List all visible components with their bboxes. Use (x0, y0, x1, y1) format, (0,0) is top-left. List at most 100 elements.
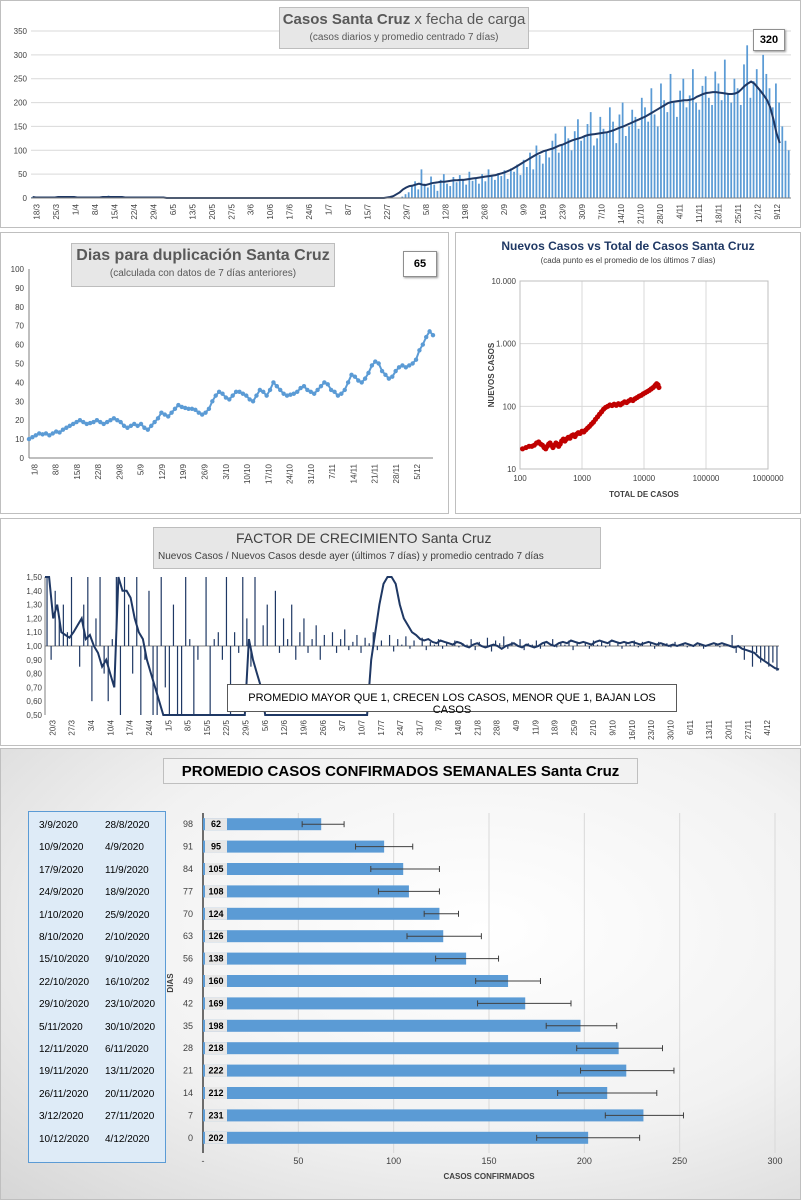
x-axis-label: CASOS CONFIRMADOS (443, 1172, 535, 1181)
value-label-bg (205, 1042, 227, 1055)
duplication-point (138, 421, 144, 427)
duplication-point (305, 387, 310, 393)
duplication-point (264, 393, 269, 398)
duplication-point (322, 380, 327, 385)
duplication-point (111, 416, 117, 421)
value-label-bg (205, 1064, 227, 1077)
daily-bar (768, 88, 771, 198)
growth-subtitle: Nuevos Casos / Nuevos Casos desde ayer (… (158, 551, 544, 562)
daily-bar (446, 183, 448, 198)
daily-bar (717, 83, 720, 198)
week-ranges-box: 3/9/2020 28/8/2020 10/9/2020 4/9/2020 17/9/2… (28, 811, 166, 1163)
week-start-date: 23/10/2020 (105, 999, 156, 1011)
x-tick-label: 17/6 (286, 203, 295, 219)
daily-bar (596, 138, 598, 198)
daily-bar (525, 166, 528, 198)
x-tick-label: 17/7 (377, 719, 386, 735)
duplication-point (135, 423, 140, 429)
duplication-point (420, 342, 426, 347)
daily-bar (787, 150, 790, 198)
duplication-subtitle: (calculada con datos de 7 días anteriore… (109, 268, 297, 279)
x-tick-label: 100 (513, 474, 527, 483)
duplication-point (427, 329, 432, 334)
growth-factor-chart: 0,50 0,60 0,70 0,80 0,90 1,00 1,10 1,20 1,30 1,40… (26, 573, 780, 740)
week-end-date: 12/11/2020 (39, 1044, 89, 1055)
duplication-point (373, 359, 378, 364)
week-end-date: 22/10/2020 (39, 976, 90, 988)
week-start-date: 13/11/2020 (105, 1066, 155, 1078)
daily-bar (487, 169, 490, 198)
daily-bar (529, 152, 531, 198)
growth-title: FACTOR DE CRECIMIENTO (236, 530, 418, 546)
x-tick-label: 7/11 (328, 463, 337, 479)
x-tick-label: 10/6 (266, 203, 275, 219)
weekly-bar (203, 1131, 589, 1144)
duplication-point (53, 429, 59, 434)
daily-bar (474, 177, 477, 198)
week-range-row: 19/11/2020 13/11/2020 (29, 1062, 165, 1084)
category-label: 28 (183, 1043, 193, 1053)
x-tick-label: 15/4 (110, 203, 119, 219)
duplication-point (189, 406, 195, 412)
week-range-row: 24/9/2020 18/9/2020 (29, 883, 165, 905)
duplication-point (362, 376, 368, 381)
duplication-point (396, 365, 402, 370)
duplication-point (417, 348, 422, 353)
value-label-bg (205, 975, 227, 987)
duplication-point (410, 361, 415, 366)
x-tick-label: 18/9 (551, 719, 560, 735)
duplication-point (50, 431, 55, 436)
x-tick-label: 10/4 (106, 719, 115, 735)
duplication-point (400, 363, 405, 368)
daily-bar (644, 107, 646, 198)
daily-bar (730, 102, 733, 198)
x-tick-label: 1/7 (325, 203, 334, 215)
daily-bar (478, 183, 480, 198)
x-tick-label: 21/11 (371, 463, 380, 483)
daily-bar (618, 114, 621, 198)
category-label: 77 (183, 886, 193, 896)
week-start-date: 16/10/202 (105, 976, 150, 988)
growth-title-suffix: Santa Cruz (417, 530, 492, 546)
daily-bar (771, 107, 774, 198)
duplication-point (298, 385, 303, 391)
daily-bar (666, 112, 669, 198)
x-tick-label: 5/9 (137, 463, 146, 475)
scatter-panel: 10 100 1.000 10.000 100 1000 10000 100000 100000… (455, 232, 801, 514)
y-tick-label: 0,70 (26, 683, 42, 692)
y-tick-label: 20 (15, 416, 24, 425)
duplication-point (101, 421, 106, 427)
daily-bar (564, 126, 567, 198)
duplication-point (284, 393, 290, 398)
daily-bar (494, 179, 496, 198)
daily-bar (513, 171, 515, 198)
duplication-title-box: Dias para duplicación Santa Cruz (calcul… (71, 243, 335, 287)
daily-bar (426, 187, 429, 198)
y-tick-label: 10 (507, 465, 516, 474)
daily-bar (762, 54, 765, 198)
y-tick-label: 300 (14, 51, 28, 60)
value-label: 202 (208, 1133, 223, 1143)
daily-bar (637, 128, 640, 198)
daily-bar (755, 69, 758, 199)
y-tick-label: 1,40 (26, 587, 42, 596)
value-label: 105 (208, 864, 223, 874)
week-start-date: 2/10/2020 (105, 932, 150, 943)
daily-bar (490, 176, 493, 198)
daily-bar (634, 116, 637, 198)
duplication-point (325, 382, 330, 387)
scatter-subtitle: (cada punto es el promedio de los último… (540, 256, 716, 265)
daily-bar (407, 192, 410, 198)
x-tick-label: 22/5 (222, 719, 231, 735)
x-tick-label: 26/9 (201, 463, 210, 479)
duplication-point (267, 387, 273, 393)
y-tick-label: 1,20 (26, 614, 42, 623)
daily-bar (417, 189, 420, 198)
week-start-date: 4/12/2020 (105, 1133, 150, 1145)
duplication-point (74, 419, 79, 425)
value-label-bg (205, 907, 227, 920)
category-label: 98 (183, 819, 193, 829)
x-tick-label: 15/5 (203, 719, 212, 735)
y-tick-label: 50 (18, 170, 27, 179)
